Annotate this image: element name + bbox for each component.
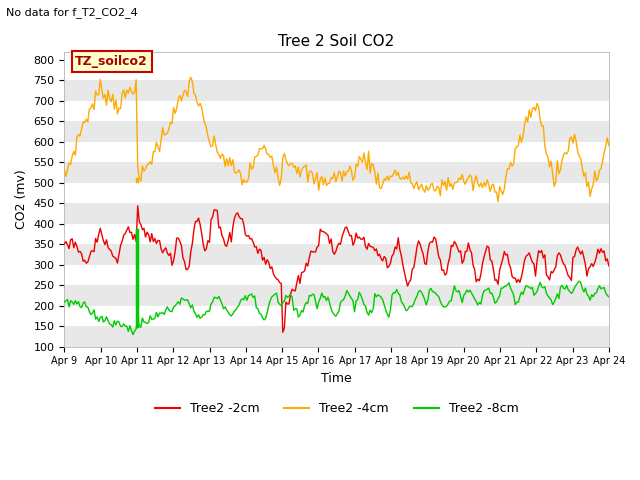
Bar — [65, 285, 609, 306]
Bar — [65, 162, 609, 183]
Bar — [65, 326, 609, 347]
Bar — [65, 204, 609, 224]
Y-axis label: CO2 (mv): CO2 (mv) — [15, 169, 28, 229]
Legend: Tree2 -2cm, Tree2 -4cm, Tree2 -8cm: Tree2 -2cm, Tree2 -4cm, Tree2 -8cm — [150, 397, 524, 420]
Bar — [65, 121, 609, 142]
Title: Tree 2 Soil CO2: Tree 2 Soil CO2 — [278, 34, 395, 49]
Bar — [65, 244, 609, 265]
Text: No data for f_T2_CO2_4: No data for f_T2_CO2_4 — [6, 7, 138, 18]
Bar — [65, 81, 609, 101]
X-axis label: Time: Time — [321, 372, 352, 385]
Text: TZ_soilco2: TZ_soilco2 — [76, 55, 148, 68]
